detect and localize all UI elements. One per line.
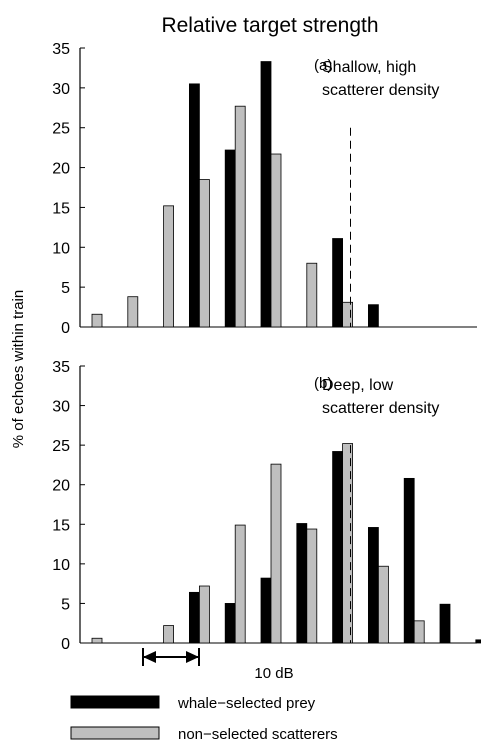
y-tick-label: 25 <box>52 121 70 138</box>
y-axis-label: % of echoes within train <box>10 290 27 448</box>
y-tick-label: 15 <box>52 200 70 217</box>
bar-nonselected <box>413 620 425 644</box>
y-tick-label: 5 <box>61 280 70 297</box>
y-tick-label: 30 <box>52 81 70 98</box>
y-tick-label: 30 <box>52 399 70 416</box>
bar-selected <box>296 523 308 644</box>
panel-annotation: scatterer density <box>322 400 439 417</box>
bar-selected <box>367 527 379 644</box>
chart-title: Relative target strength <box>161 14 378 37</box>
panel-a: 0 5 10 15 20 25 30 35 (a)Shallow, high scatterer … <box>52 41 477 337</box>
bar-nonselected <box>306 262 318 328</box>
bar-nonselected <box>198 179 210 328</box>
bar-selected <box>332 451 344 644</box>
bar-nonselected <box>270 153 282 328</box>
scale-bar-right-arrow <box>186 651 199 663</box>
bar-selected <box>224 603 236 644</box>
legend-label-selected: whale−selected prey <box>177 695 316 712</box>
legend: whale−selected prey non−selected scatter… <box>70 695 338 743</box>
panel-b: 0 5 10 15 20 25 30 35 (b)Deep, low scatterer dens… <box>52 359 481 653</box>
bar-selected <box>403 477 415 644</box>
panel-annotation: Deep, low <box>322 377 394 394</box>
y-tick-label: 0 <box>61 636 70 653</box>
bar-selected <box>367 304 379 328</box>
bar-selected <box>439 603 451 644</box>
legend-swatch-nonselected <box>70 726 160 740</box>
bar-nonselected <box>163 625 175 644</box>
y-tick-label: 10 <box>52 240 70 257</box>
bar-selected <box>260 577 272 644</box>
bar-selected <box>332 238 344 328</box>
y-tick-label: 20 <box>52 478 70 495</box>
bar-selected <box>188 591 200 644</box>
bar-selected <box>188 83 200 328</box>
scale-bar-label: 10 dB <box>254 665 293 682</box>
legend-swatch-selected <box>70 695 160 709</box>
bar-nonselected <box>163 205 175 328</box>
bar-nonselected <box>342 301 354 328</box>
bar-selected <box>260 61 272 328</box>
bar-nonselected <box>91 313 103 328</box>
bar-nonselected <box>91 637 103 644</box>
panel-annotation: scatterer density <box>322 82 439 99</box>
y-tick-label: 35 <box>52 359 70 376</box>
y-tick-label: 25 <box>52 438 70 455</box>
bar-nonselected <box>306 528 318 644</box>
bar-selected <box>475 639 481 644</box>
bar-nonselected <box>342 443 354 644</box>
panel-label: (b) <box>314 375 332 392</box>
panel-label: (a) <box>314 57 332 74</box>
bar-nonselected <box>127 296 139 328</box>
legend-label-nonselected: non−selected scatterers <box>178 726 338 743</box>
bar-nonselected <box>234 524 246 644</box>
y-tick-label: 20 <box>52 161 70 178</box>
y-tick-label: 15 <box>52 517 70 534</box>
y-tick-label: 0 <box>61 320 70 337</box>
bar-nonselected <box>270 463 282 644</box>
y-tick-label: 35 <box>52 41 70 58</box>
bar-nonselected <box>198 585 210 644</box>
bar-nonselected <box>377 565 389 644</box>
panel-annotation: Shallow, high <box>322 59 416 76</box>
scale-bar-left-arrow <box>143 651 156 663</box>
scale-bar <box>142 648 200 666</box>
y-tick-label: 10 <box>52 557 70 574</box>
bar-selected <box>224 149 236 328</box>
y-tick-label: 5 <box>61 596 70 613</box>
bar-nonselected <box>234 105 246 328</box>
